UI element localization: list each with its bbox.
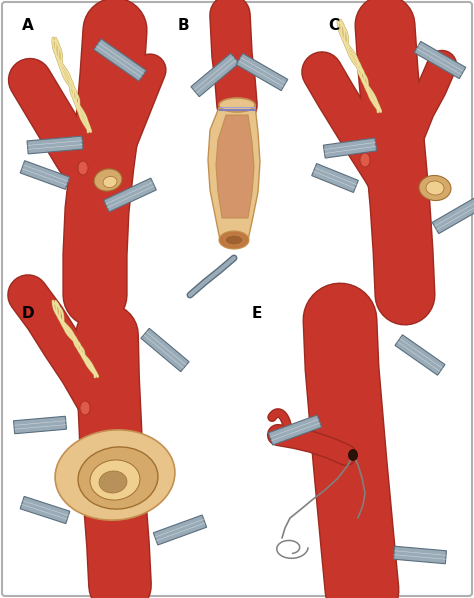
Ellipse shape — [78, 447, 158, 509]
Text: A: A — [22, 18, 34, 33]
Polygon shape — [94, 39, 146, 81]
Polygon shape — [104, 178, 156, 212]
Polygon shape — [27, 136, 83, 154]
Ellipse shape — [225, 235, 243, 245]
Text: B: B — [178, 18, 190, 33]
Ellipse shape — [348, 450, 357, 460]
Ellipse shape — [55, 430, 175, 520]
Ellipse shape — [360, 153, 370, 167]
Ellipse shape — [99, 471, 127, 493]
Polygon shape — [154, 515, 207, 545]
Text: C: C — [328, 18, 339, 33]
Ellipse shape — [90, 460, 140, 500]
Polygon shape — [395, 335, 445, 375]
Ellipse shape — [419, 175, 451, 200]
Ellipse shape — [103, 176, 117, 188]
Ellipse shape — [80, 401, 90, 415]
Polygon shape — [20, 161, 70, 190]
Polygon shape — [191, 53, 239, 97]
Text: E: E — [252, 306, 263, 321]
Polygon shape — [414, 41, 466, 78]
Polygon shape — [236, 53, 288, 91]
Polygon shape — [393, 546, 447, 564]
Ellipse shape — [219, 98, 255, 112]
Polygon shape — [20, 496, 70, 524]
Ellipse shape — [78, 161, 88, 175]
Polygon shape — [323, 138, 377, 158]
Polygon shape — [14, 416, 66, 434]
Polygon shape — [208, 105, 260, 240]
Polygon shape — [312, 163, 358, 193]
Polygon shape — [268, 415, 322, 445]
Ellipse shape — [94, 169, 122, 191]
Polygon shape — [216, 115, 254, 218]
Text: D: D — [22, 306, 35, 321]
Ellipse shape — [219, 231, 249, 249]
Polygon shape — [141, 328, 189, 372]
Ellipse shape — [426, 181, 444, 195]
Polygon shape — [432, 196, 474, 234]
